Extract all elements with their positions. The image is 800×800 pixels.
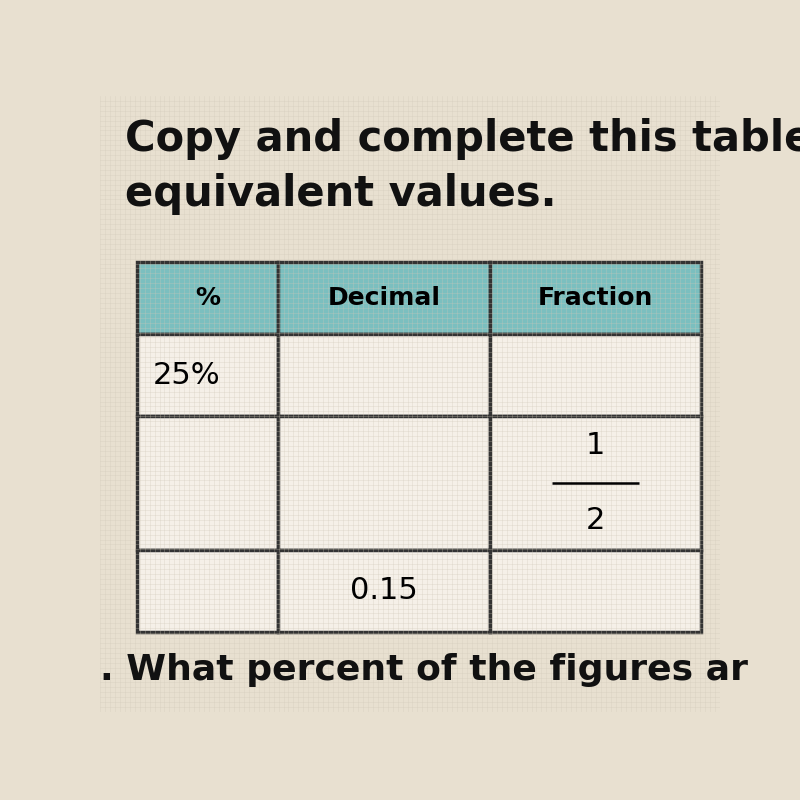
Bar bbox=[278, 262, 490, 334]
Bar bbox=[138, 416, 278, 550]
Text: 2: 2 bbox=[586, 506, 606, 535]
Bar bbox=[138, 334, 278, 416]
Bar bbox=[490, 262, 702, 334]
Text: 25%: 25% bbox=[153, 361, 220, 390]
Bar bbox=[278, 416, 490, 550]
Bar bbox=[490, 334, 702, 416]
Bar bbox=[138, 262, 278, 334]
Text: 1: 1 bbox=[586, 431, 606, 460]
Text: %: % bbox=[195, 286, 220, 310]
Bar bbox=[278, 334, 490, 416]
Bar bbox=[278, 550, 490, 632]
Text: Copy and complete this table: Copy and complete this table bbox=[125, 118, 800, 159]
Bar bbox=[490, 550, 702, 632]
Text: Fraction: Fraction bbox=[538, 286, 654, 310]
Bar bbox=[490, 416, 702, 550]
Text: 0.15: 0.15 bbox=[350, 576, 418, 606]
Text: equivalent values.: equivalent values. bbox=[125, 173, 556, 215]
Bar bbox=[138, 550, 278, 632]
Text: . What percent of the figures ar: . What percent of the figures ar bbox=[100, 654, 748, 687]
Text: Decimal: Decimal bbox=[327, 286, 441, 310]
